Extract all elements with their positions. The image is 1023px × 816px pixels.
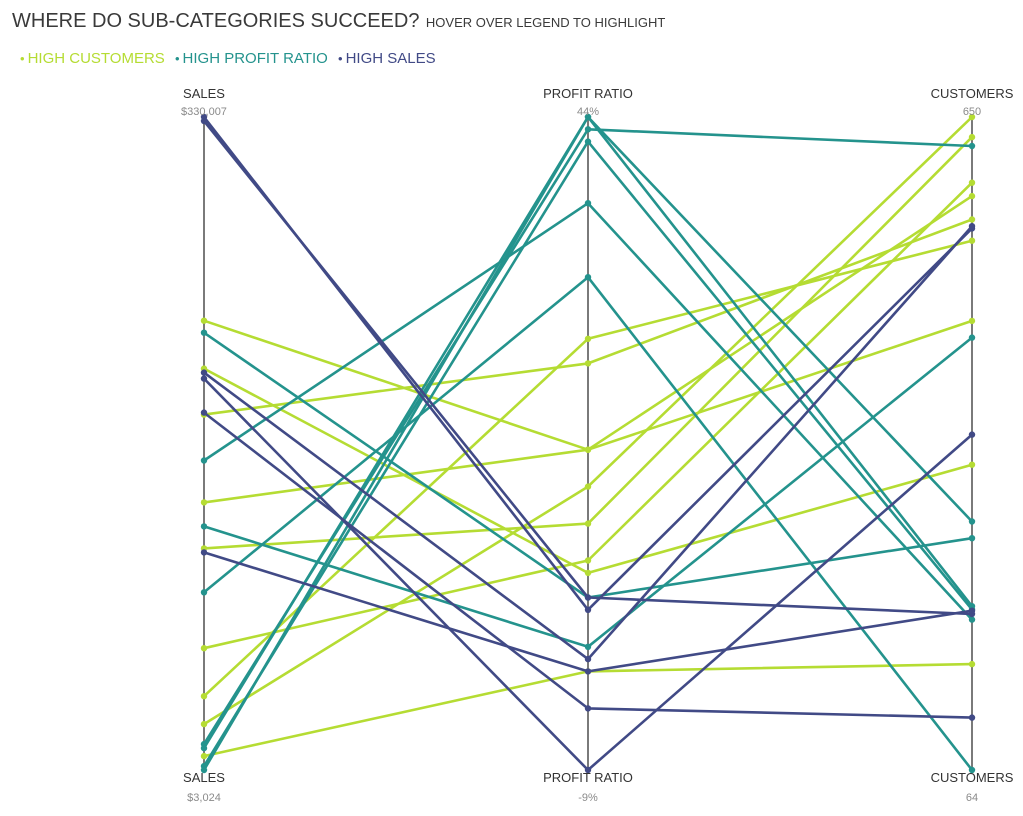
data-point-sales[interactable] [200,409,208,416]
data-point-profit-ratio[interactable] [584,335,592,342]
data-point-customers[interactable] [968,461,976,468]
data-point-sales[interactable] [200,523,208,530]
data-point-sales[interactable] [200,720,208,728]
chart-subtitle: HOVER OVER LEGEND TO HIGHLIGHT [425,15,666,30]
legend-label-high-sales: HIGH SALES [345,50,436,67]
data-point-profit-ratio[interactable] [584,557,592,564]
data-point-customers[interactable] [968,766,976,774]
data-point-profit-ratio[interactable] [584,360,592,367]
data-point-sales[interactable] [200,549,208,556]
data-point-customers[interactable] [968,179,976,186]
data-point-customers[interactable] [968,660,976,668]
data-point-sales[interactable] [200,375,208,382]
legend-item-high-profit-ratio[interactable]: • HIGH PROFIT RATIO [175,50,328,67]
data-point-customers[interactable] [968,607,976,614]
sales-axis-bottom-label: SALES [183,770,225,785]
data-point-customers[interactable] [968,216,976,223]
data-point-customers[interactable] [968,334,976,341]
data-point-customers[interactable] [968,133,976,141]
data-point-sales[interactable] [200,589,208,596]
data-point-profit-ratio[interactable] [584,705,592,712]
data-point-profit-ratio[interactable] [584,520,592,527]
data-point-profit-ratio[interactable] [584,126,592,133]
data-point-sales[interactable] [200,457,208,464]
sales-axis-top-label: SALES [183,86,225,101]
data-point-customers[interactable] [968,535,976,542]
legend-dot-icon: • [174,51,180,66]
data-point-profit-ratio[interactable] [584,483,592,490]
data-point-customers[interactable] [968,317,976,325]
data-point-sales[interactable] [200,766,208,774]
customers-axis-top-label: CUSTOMERS [931,86,1014,101]
data-point-customers[interactable] [968,431,976,438]
sales-axis-max-label: $330,007 [181,106,227,118]
customers-axis-bottom-label: CUSTOMERS [931,770,1014,785]
data-point-customers[interactable] [968,616,976,623]
data-point-sales[interactable] [200,744,208,752]
data-point-customers[interactable] [968,518,976,525]
legend: • HIGH CUSTOMERS • HIGH PROFIT RATIO • HIGH… [20,50,442,67]
data-point-sales[interactable] [200,329,208,336]
series-lines-layer [200,113,976,774]
data-point-customers[interactable] [968,223,976,230]
sales-axis-min-label: $3,024 [187,792,221,804]
data-point-customers[interactable] [968,113,976,121]
data-point-profit-ratio[interactable] [584,274,592,281]
axis-labels-layer: SALES $330,007 SALES $3,024 PROFIT RATIO… [181,86,1014,804]
data-point-profit-ratio[interactable] [584,138,592,145]
profit-ratio-axis-min-label: -9% [578,792,598,804]
data-point-profit-ratio[interactable] [584,606,592,613]
customers-axis-min-label: 64 [966,792,978,804]
legend-label-high-customers: HIGH CUSTOMERS [27,50,165,67]
data-point-sales[interactable] [200,117,208,125]
data-point-customers[interactable] [968,603,976,610]
data-point-profit-ratio[interactable] [584,643,592,650]
chart-title-row: WHERE DO SUB-CATEGORIES SUCCEED? HOVER O… [12,10,665,33]
data-point-profit-ratio[interactable] [584,668,592,675]
data-point-profit-ratio[interactable] [584,446,592,453]
profit-ratio-axis-top-label: PROFIT RATIO [543,86,633,101]
data-point-sales[interactable] [200,693,208,700]
data-point-profit-ratio[interactable] [584,655,592,663]
data-point-sales[interactable] [200,499,208,506]
profit-ratio-axis-max-label: 44% [577,106,599,118]
data-point-sales[interactable] [200,317,208,324]
data-point-sales[interactable] [200,369,208,376]
legend-label-high-profit-ratio: HIGH PROFIT RATIO [182,50,328,67]
chart-title: WHERE DO SUB-CATEGORIES SUCCEED? [12,10,420,32]
data-point-profit-ratio[interactable] [584,766,592,774]
legend-dot-icon: • [20,51,25,66]
data-point-profit-ratio[interactable] [584,569,592,577]
legend-item-high-sales[interactable]: • HIGH SALES [338,50,436,67]
data-point-profit-ratio[interactable] [584,200,592,207]
data-point-sales[interactable] [200,752,208,760]
data-point-customers[interactable] [968,714,976,721]
data-point-profit-ratio[interactable] [584,113,592,121]
data-point-customers[interactable] [968,142,976,150]
profit-ratio-axis-bottom-label: PROFIT RATIO [543,770,633,785]
data-point-profit-ratio[interactable] [584,594,592,601]
data-point-sales[interactable] [200,645,208,652]
data-point-customers[interactable] [968,237,976,244]
data-point-customers[interactable] [968,192,976,200]
legend-dot-icon: • [338,51,343,66]
customers-axis-max-label: 650 [963,106,981,118]
legend-item-high-customers[interactable]: • HIGH CUSTOMERS [20,50,165,67]
